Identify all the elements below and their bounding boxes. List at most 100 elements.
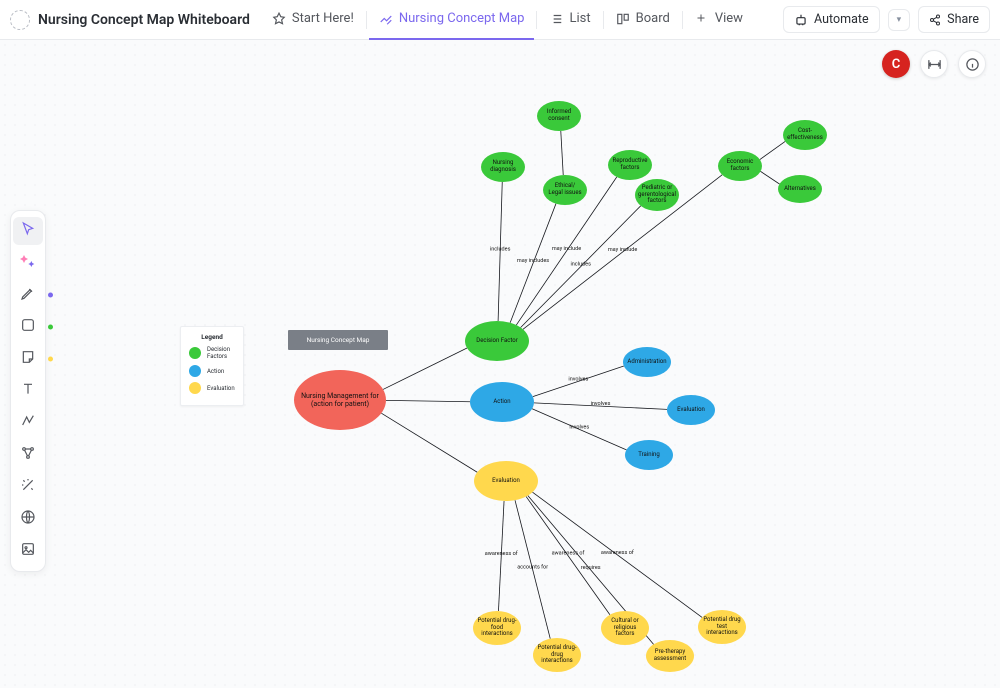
view-tab-label: Start Here! bbox=[292, 11, 354, 26]
legend-swatch bbox=[189, 382, 201, 394]
node-ethical[interactable]: Ethical/ Legal issues bbox=[543, 175, 587, 205]
view-separator bbox=[682, 11, 683, 29]
view-tab-label: Board bbox=[636, 11, 670, 26]
share-label: Share bbox=[947, 12, 979, 27]
node-informed[interactable]: Informed consent bbox=[537, 101, 581, 131]
edges-layer: includesmay includesmay includeincludesm… bbox=[0, 40, 1000, 688]
edge[interactable] bbox=[386, 400, 470, 401]
info-button[interactable] bbox=[958, 50, 986, 78]
edge-label: may include bbox=[608, 247, 637, 253]
legend[interactable]: LegendDecision FactorsActionEvaluation bbox=[180, 326, 244, 406]
node-label: Potential drug-food interactions bbox=[477, 618, 517, 639]
node-repro[interactable]: Reproductive factors bbox=[608, 150, 652, 180]
node-nursdiag[interactable]: Nursing diagnosis bbox=[481, 152, 525, 182]
tool-shape[interactable] bbox=[13, 313, 43, 341]
view-tab-concept-map[interactable]: Nursing Concept Map bbox=[369, 0, 535, 40]
view-separator bbox=[536, 11, 537, 29]
node-drugtest[interactable]: Potential drug test interactions bbox=[698, 610, 746, 644]
legend-label: Action bbox=[207, 368, 224, 375]
canvas-title-box[interactable]: Nursing Concept Map bbox=[288, 330, 388, 350]
avatar[interactable]: C bbox=[882, 50, 910, 78]
info-icon bbox=[965, 57, 980, 72]
node-label: Pediatric or gerentological factors bbox=[638, 185, 676, 206]
web-icon bbox=[20, 509, 36, 529]
tool-sticky[interactable] bbox=[13, 345, 43, 373]
edge-label: awareness of bbox=[552, 550, 585, 557]
edge-label: awareness of bbox=[601, 549, 634, 556]
view-tab-start-here[interactable]: Start Here! bbox=[262, 0, 364, 40]
tool-swatch bbox=[48, 357, 53, 362]
node-cultural[interactable]: Cultural or religious factors bbox=[601, 611, 649, 645]
edge[interactable] bbox=[760, 141, 785, 159]
tool-pen[interactable] bbox=[13, 281, 43, 309]
node-label: Nursing diagnosis bbox=[485, 160, 521, 174]
node-evalnode[interactable]: Evaluation bbox=[667, 395, 715, 425]
tool-text[interactable] bbox=[13, 377, 43, 405]
edge-label: requires bbox=[581, 565, 601, 571]
view-tab-board[interactable]: Board bbox=[606, 0, 680, 40]
node-evaluation[interactable]: Evaluation bbox=[474, 461, 538, 501]
tool-swatch bbox=[48, 325, 53, 330]
edge[interactable] bbox=[381, 413, 477, 472]
view-tab-label: List bbox=[569, 11, 590, 26]
node-label: Potential drug test interactions bbox=[702, 617, 742, 638]
select-icon bbox=[20, 221, 36, 241]
legend-item: Decision Factors bbox=[189, 346, 235, 360]
connector-icon bbox=[20, 413, 36, 433]
node-label: Ethical/ Legal issues bbox=[547, 183, 583, 197]
ai-generate-icon bbox=[20, 253, 36, 273]
tool-connector[interactable] bbox=[13, 409, 43, 437]
tool-web[interactable] bbox=[13, 505, 43, 533]
node-label: Administration bbox=[627, 359, 666, 366]
doc-title[interactable]: Nursing Concept Map Whiteboard bbox=[38, 12, 250, 28]
node-pretherapy[interactable]: Pre-therapy assessment bbox=[646, 640, 694, 672]
robot-icon bbox=[794, 13, 808, 27]
node-drugfood[interactable]: Potential drug-food interactions bbox=[473, 611, 521, 645]
view-tab-list[interactable]: List bbox=[539, 0, 600, 40]
whiteboard-icon bbox=[379, 12, 393, 26]
tool-diagram[interactable] bbox=[13, 441, 43, 469]
fit-width-button[interactable] bbox=[920, 50, 948, 78]
tool-image[interactable] bbox=[13, 537, 43, 565]
edge-label: accounts for bbox=[517, 563, 548, 570]
node-training[interactable]: Training bbox=[625, 440, 673, 470]
whiteboard-canvas[interactable]: includesmay includesmay includeincludesm… bbox=[0, 40, 1000, 688]
view-tabs: Start Here! Nursing Concept Map List Board V… bbox=[262, 0, 753, 40]
share-button[interactable]: Share bbox=[918, 6, 990, 33]
node-label: Cost-effectiveness bbox=[787, 128, 823, 142]
tool-swatch bbox=[48, 293, 53, 298]
node-label: Evaluation bbox=[677, 407, 705, 414]
node-label: Decision Factor bbox=[476, 338, 517, 345]
view-separator bbox=[603, 11, 604, 29]
node-pediatric[interactable]: Pediatric or gerentological factors bbox=[635, 179, 679, 211]
node-alt[interactable]: Alternatives bbox=[778, 175, 822, 203]
edge-label: awareness of bbox=[485, 550, 518, 557]
node-root[interactable]: Nursing Management for (action for patie… bbox=[294, 370, 386, 430]
node-drugdrug[interactable]: Potential drug-drug interactions bbox=[533, 638, 581, 672]
edge[interactable] bbox=[561, 131, 563, 175]
node-costeff[interactable]: Cost-effectiveness bbox=[783, 120, 827, 150]
image-icon bbox=[20, 541, 36, 561]
node-label: Evaluation bbox=[492, 478, 520, 485]
tool-select[interactable] bbox=[13, 217, 43, 245]
automate-chevron-button[interactable]: ▾ bbox=[888, 9, 911, 31]
node-decision[interactable]: Decision Factor bbox=[465, 321, 529, 361]
node-economic[interactable]: Economic factors bbox=[718, 151, 762, 181]
node-action[interactable]: Action bbox=[470, 382, 534, 422]
node-label: Pre-therapy assessment bbox=[650, 649, 690, 663]
list-icon bbox=[549, 12, 563, 26]
node-admin[interactable]: Administration bbox=[623, 347, 671, 377]
share-icon bbox=[929, 14, 941, 26]
edge-label: involves bbox=[591, 401, 611, 407]
pin-icon bbox=[272, 12, 286, 26]
edge[interactable] bbox=[383, 348, 467, 389]
tool-magic[interactable] bbox=[13, 473, 43, 501]
fit-width-icon bbox=[927, 57, 942, 72]
edge[interactable] bbox=[761, 171, 780, 184]
tool-ai-generate[interactable] bbox=[13, 249, 43, 277]
edge-label: involves bbox=[569, 424, 589, 430]
view-tab-add-view[interactable]: View bbox=[685, 0, 753, 40]
node-label: Potential drug-drug interactions bbox=[537, 645, 577, 666]
automate-button[interactable]: Automate bbox=[783, 6, 880, 33]
view-tab-label: View bbox=[715, 11, 743, 26]
